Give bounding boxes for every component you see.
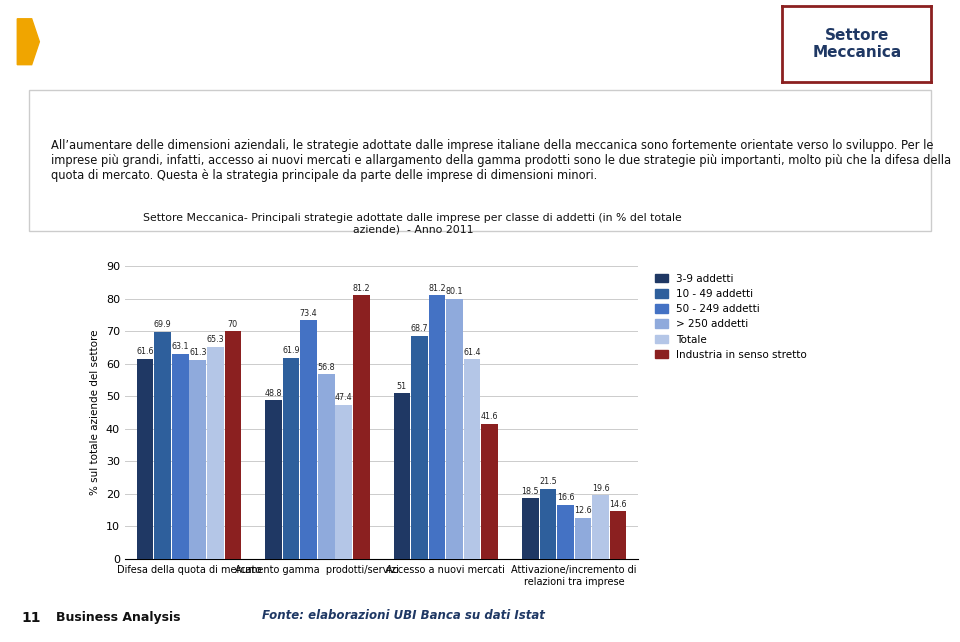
Text: 81.2: 81.2: [352, 284, 371, 293]
Text: La meccanica italiana di fronte alla crisi: La meccanica italiana di fronte alla cri…: [43, 23, 512, 44]
Bar: [592, 495, 609, 559]
Bar: [394, 393, 410, 559]
Text: 48.8: 48.8: [265, 389, 282, 398]
Bar: [207, 347, 224, 559]
Text: 61.9: 61.9: [282, 347, 300, 356]
Bar: [575, 517, 591, 559]
Text: 14.6: 14.6: [610, 500, 627, 509]
Text: 51: 51: [396, 382, 407, 391]
Text: 41.6: 41.6: [481, 412, 498, 421]
Bar: [464, 360, 480, 559]
Text: Settore Meccanica- Principali strategie adottate dalle imprese per classe di add: Settore Meccanica- Principali strategie …: [143, 213, 683, 234]
Bar: [300, 320, 317, 559]
Text: 73.4: 73.4: [300, 309, 318, 318]
Bar: [283, 358, 300, 559]
Text: 61.6: 61.6: [136, 347, 154, 356]
Text: 12.6: 12.6: [574, 507, 591, 516]
Text: 11: 11: [21, 611, 40, 625]
Text: Business Analysis: Business Analysis: [56, 611, 180, 624]
Bar: [411, 336, 428, 559]
Bar: [335, 404, 352, 559]
FancyArrow shape: [17, 19, 39, 65]
Text: 18.5: 18.5: [521, 487, 540, 496]
Text: Settore
Meccanica: Settore Meccanica: [812, 28, 901, 60]
Bar: [540, 489, 556, 559]
Bar: [610, 511, 627, 559]
Legend: 3-9 addetti, 10 - 49 addetti, 50 - 249 addetti, > 250 addetti, Totale, Industria: 3-9 addetti, 10 - 49 addetti, 50 - 249 a…: [653, 272, 809, 362]
Text: 19.6: 19.6: [591, 483, 610, 492]
Text: 61.4: 61.4: [464, 348, 481, 357]
Bar: [155, 332, 171, 559]
Text: 47.4: 47.4: [335, 394, 352, 403]
Bar: [353, 295, 370, 559]
Bar: [557, 505, 574, 559]
Bar: [522, 498, 539, 559]
Text: 80.1: 80.1: [445, 287, 464, 297]
Text: Le strategie di sviluppo: Le strategie di sviluppo: [43, 45, 222, 60]
Text: Fonte: elaborazioni UBI Banca su dati Istat: Fonte: elaborazioni UBI Banca su dati Is…: [262, 609, 544, 621]
Text: 70: 70: [228, 320, 238, 329]
Text: 69.9: 69.9: [154, 320, 172, 329]
Text: 68.7: 68.7: [411, 324, 428, 333]
Bar: [136, 359, 154, 559]
Text: 61.3: 61.3: [189, 349, 206, 358]
Text: 16.6: 16.6: [557, 494, 574, 503]
Bar: [446, 299, 463, 559]
Bar: [189, 360, 206, 559]
Bar: [172, 354, 188, 559]
Text: All’aumentare delle dimensioni aziendali, le strategie adottate dalle imprese it: All’aumentare delle dimensioni aziendali…: [52, 139, 951, 182]
Bar: [429, 295, 445, 559]
Bar: [481, 424, 498, 559]
Y-axis label: % sul totale aziende del settore: % sul totale aziende del settore: [90, 330, 100, 495]
Bar: [318, 374, 334, 559]
Text: 21.5: 21.5: [539, 478, 557, 487]
Text: 81.2: 81.2: [428, 284, 445, 293]
Bar: [225, 331, 241, 559]
Text: 65.3: 65.3: [206, 335, 224, 344]
Text: 63.1: 63.1: [172, 342, 189, 351]
Bar: [265, 400, 282, 559]
Text: 56.8: 56.8: [318, 363, 335, 372]
